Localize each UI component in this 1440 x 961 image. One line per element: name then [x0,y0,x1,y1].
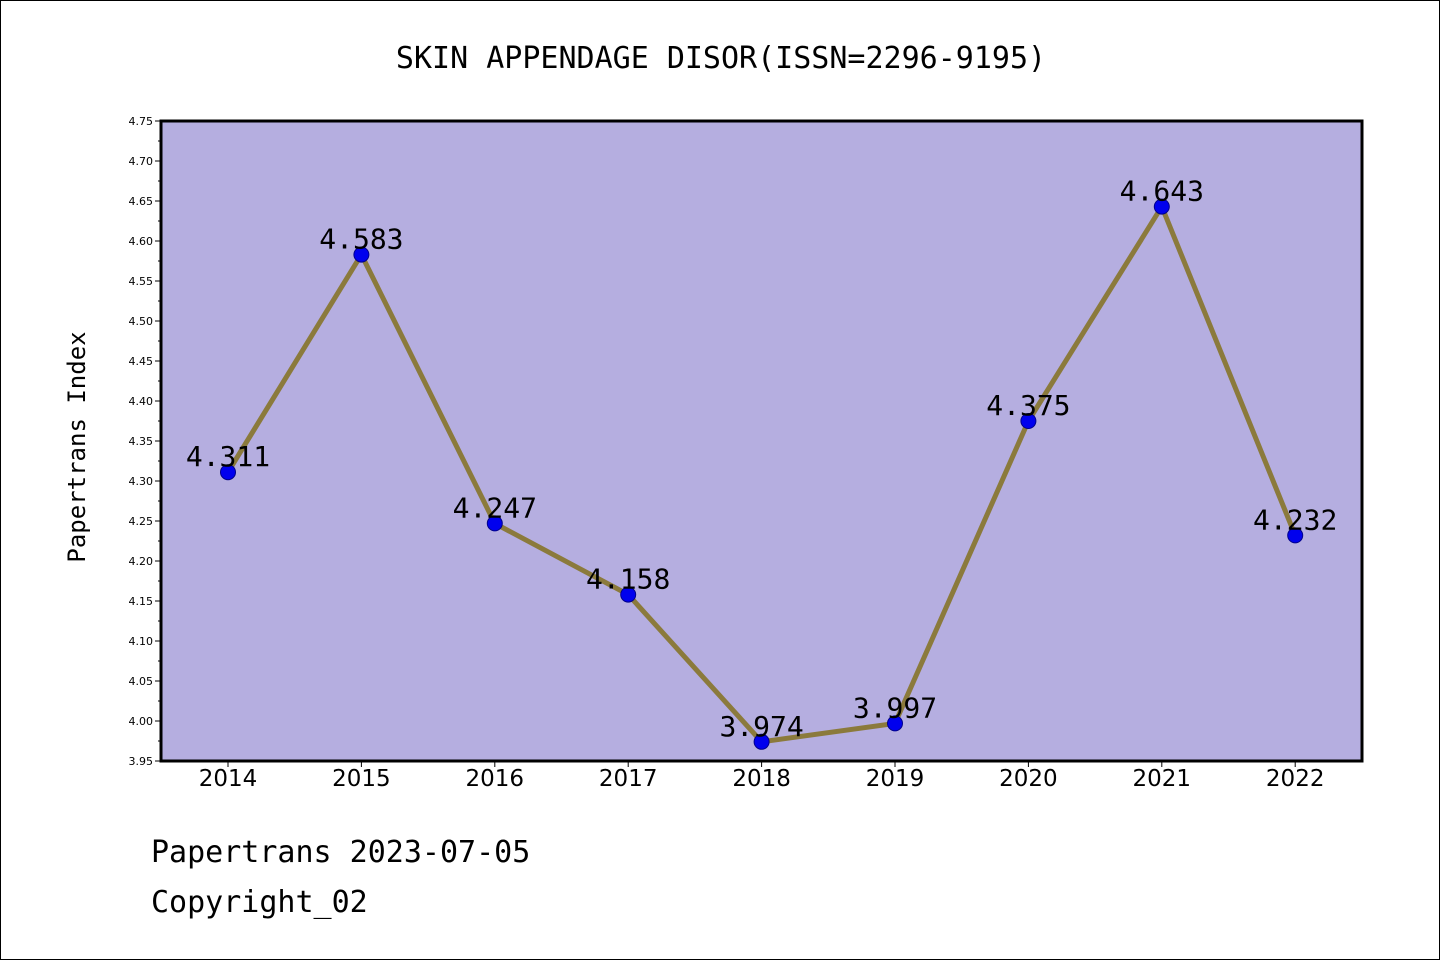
y-axis: 3.95 4.00 4.05 4.10 4.15 4.20 4.25 4.30 4.35 4.40… [129,115,161,768]
footer-date-line: Papertrans 2023-07-05 [151,835,531,870]
x-tick-label: 2015 [332,766,391,792]
plot-area [161,121,1362,761]
y-tick-label: 4.50 [129,315,154,328]
y-tick-label: 4.60 [129,235,154,248]
plot-border [159,119,1364,763]
data-label: 4.232 [1253,503,1337,536]
data-point [887,715,903,732]
x-tick-label: 2019 [866,766,925,792]
y-tick-label: 4.20 [129,555,154,568]
y-tick-label: 4.00 [129,715,154,728]
data-label: 4.311 [186,440,270,473]
series-group: 4.311 4.583 4.247 4.158 3.974 3.997 4.375 4.643… [186,175,1337,750]
y-tick-label: 3.95 [129,755,154,768]
x-tick-label: 2014 [199,766,258,792]
y-axis-label: Papertrans Index [63,331,91,562]
data-point [353,246,370,263]
y-tick-label: 4.35 [129,435,154,448]
x-tick-label: 2021 [1133,766,1192,792]
chart-title: SKIN APPENDAGE DISOR(ISSN=2296-9195) [396,41,1046,76]
y-tick-label: 4.10 [129,635,154,648]
data-point [220,464,236,481]
data-point [486,515,503,532]
x-tick-label: 2017 [599,766,658,792]
y-tick-label: 4.15 [129,595,154,608]
y-tick-label: 4.30 [129,475,154,488]
y-tick-label: 4.45 [129,355,154,368]
data-label: 3.997 [853,691,937,724]
data-label: 4.583 [319,223,403,256]
footer-copyright-line: Copyright_02 [151,885,368,920]
x-axis: 2014 2015 2016 2017 2018 2019 2020 2021 2022 [199,761,1325,792]
data-label: 4.158 [586,563,670,596]
y-tick-label: 4.65 [129,195,154,208]
data-point [1020,413,1037,429]
data-point [1287,527,1304,544]
y-tick-label: 4.55 [129,275,154,288]
data-point [620,586,637,603]
data-label: 4.247 [453,491,537,524]
y-tick-label: 4.40 [129,395,154,408]
x-tick-label: 2022 [1266,766,1325,792]
x-tick-label: 2020 [999,766,1058,792]
x-tick-label: 2016 [466,766,525,792]
y-tick-label: 4.70 [129,155,154,168]
data-point [1153,198,1170,215]
y-tick-label: 4.75 [129,115,154,128]
y-tick-label: 4.25 [129,515,154,528]
y-tick-label: 4.05 [129,675,154,688]
x-tick-label: 2018 [732,766,791,792]
data-label: 3.974 [719,710,803,743]
data-label: 4.375 [986,389,1070,422]
data-label: 4.643 [1120,175,1204,208]
data-point [753,733,770,750]
